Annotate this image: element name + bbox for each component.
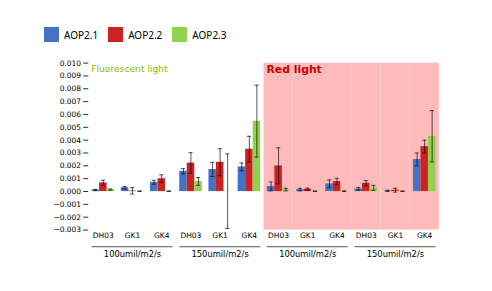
svg-text:GK4: GK4	[154, 231, 170, 240]
svg-text:DH03: DH03	[268, 231, 289, 240]
svg-text:0.005: 0.005	[60, 123, 82, 132]
svg-text:−0.002: −0.002	[53, 213, 81, 222]
html-text:AOP2.1: AOP2.1	[64, 27, 99, 42]
svg-text:0.004: 0.004	[60, 136, 82, 145]
svg-text:GK1: GK1	[388, 231, 404, 240]
svg-text:GK4: GK4	[417, 231, 433, 240]
svg-text:150umil/m2/s: 150umil/m2/s	[191, 249, 248, 259]
svg-text:Fluorescent light: Fluorescent light	[91, 63, 168, 74]
svg-text:0.010: 0.010	[60, 58, 82, 67]
svg-text:0.006: 0.006	[60, 110, 82, 119]
svg-text:DH03: DH03	[93, 231, 114, 240]
svg-text:GK1: GK1	[212, 231, 228, 240]
svg-text:0.003: 0.003	[60, 148, 82, 157]
svg-text:DH03: DH03	[180, 231, 201, 240]
svg-text:150umil/m2/s: 150umil/m2/s	[367, 249, 424, 259]
svg-text:GK4: GK4	[329, 231, 345, 240]
svg-text:0.000: 0.000	[60, 187, 82, 196]
svg-text:100umil/m2/s: 100umil/m2/s	[104, 249, 161, 259]
svg-text:DH03: DH03	[356, 231, 377, 240]
svg-text:−0.001: −0.001	[53, 200, 81, 209]
svg-text:GK1: GK1	[125, 231, 141, 240]
svg-text:GK1: GK1	[300, 231, 316, 240]
svg-text:Red light: Red light	[266, 63, 321, 76]
svg-text:100umil/m2/s: 100umil/m2/s	[279, 249, 336, 259]
html-text:AOP2.2: AOP2.2	[128, 27, 163, 42]
svg-text:0.008: 0.008	[60, 84, 82, 93]
svg-text:0.007: 0.007	[60, 97, 82, 106]
svg-text:0.001: 0.001	[60, 174, 82, 183]
html-text:AOP2.3: AOP2.3	[192, 27, 227, 42]
svg-text:0.002: 0.002	[60, 161, 82, 170]
svg-text:GK4: GK4	[242, 231, 258, 240]
svg-text:−0.003: −0.003	[53, 225, 81, 234]
svg-text:0.009: 0.009	[60, 71, 82, 80]
